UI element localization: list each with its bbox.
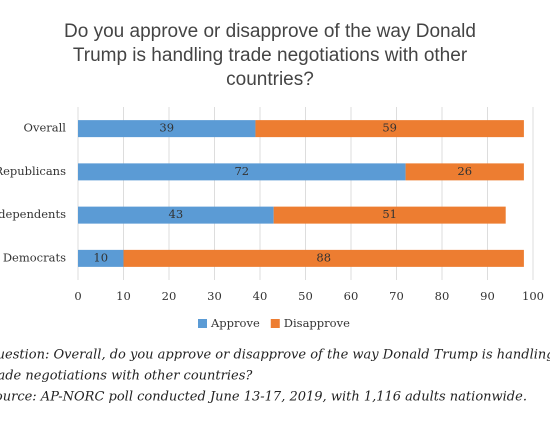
- footnote: Source: AP-NORC poll conducted June 13-1…: [0, 390, 527, 405]
- x-tick-label: 60: [344, 289, 359, 303]
- x-tick-label: 30: [207, 289, 222, 303]
- y-tick-label: Independents: [0, 207, 66, 221]
- footnote: Question: Overall, do you approve or dis…: [0, 348, 550, 363]
- x-tick-label: 40: [253, 289, 268, 303]
- data-label: 59: [382, 121, 397, 135]
- legend-label: Approve: [210, 316, 260, 330]
- bar-segment: [78, 120, 256, 138]
- data-label: 72: [234, 164, 249, 178]
- legend-swatch: [270, 319, 280, 328]
- data-label: 51: [382, 207, 397, 221]
- x-tick-label: 90: [480, 289, 495, 303]
- y-tick-label: Republicans: [0, 164, 66, 178]
- chart-title-line: Trump is handling trade negotiations wit…: [73, 45, 468, 66]
- legend-swatch: [198, 319, 207, 328]
- data-label: 43: [169, 207, 184, 221]
- x-tick-label: 50: [298, 289, 313, 303]
- x-tick-label: 70: [389, 289, 404, 303]
- chart-title-line: countries?: [226, 69, 314, 90]
- footnote: trade negotiations with other countries?: [0, 369, 253, 384]
- bar-segment: [78, 249, 124, 267]
- x-tick-label: 0: [74, 289, 81, 303]
- bar-segment: [78, 206, 274, 224]
- y-tick-label: Overall: [24, 121, 67, 135]
- bar-segment: [255, 120, 524, 138]
- data-label: 88: [316, 250, 331, 264]
- bar-segment: [123, 249, 524, 267]
- y-tick-label: Democrats: [3, 250, 66, 264]
- bar-segment: [273, 206, 506, 224]
- bar-segment: [78, 163, 406, 181]
- x-tick-label: 80: [435, 289, 450, 303]
- data-label: 10: [93, 250, 108, 264]
- bar-segment: [405, 163, 524, 181]
- legend-label: Disapprove: [284, 316, 350, 330]
- chart-title-line: Do you approve or disapprove of the way …: [64, 21, 476, 42]
- x-tick-label: 100: [522, 289, 544, 303]
- x-tick-label: 10: [116, 289, 131, 303]
- data-label: 26: [457, 164, 472, 178]
- data-label: 39: [159, 121, 174, 135]
- x-tick-label: 20: [162, 289, 177, 303]
